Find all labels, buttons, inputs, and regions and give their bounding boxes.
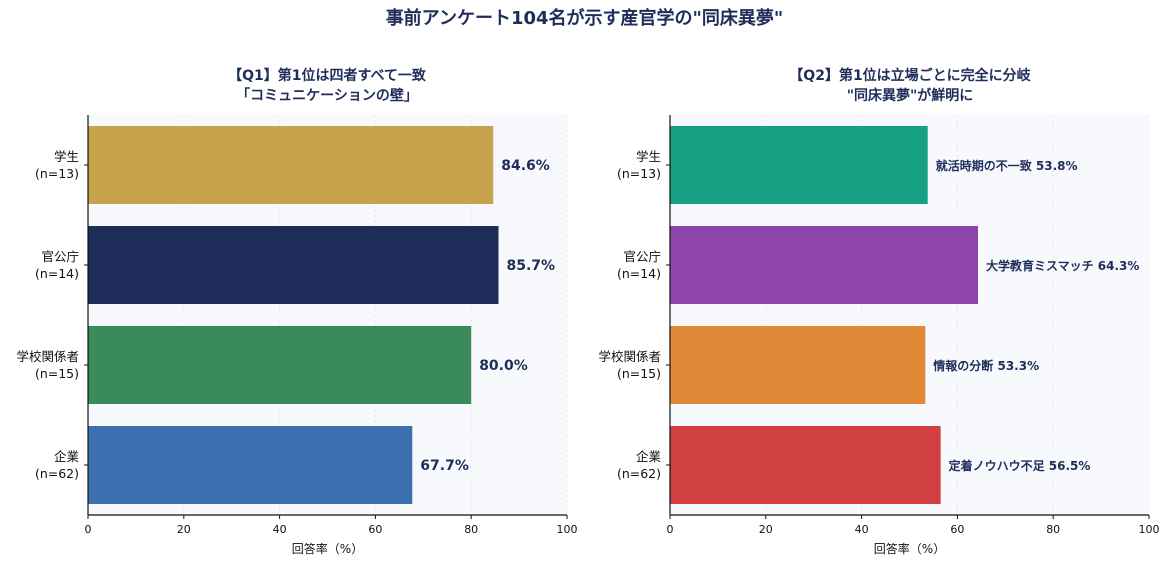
q2-xlabel: 回答率（%） bbox=[874, 541, 945, 556]
q2-category-label-4: 企業 bbox=[636, 449, 662, 464]
q1-xtick-label: 80 bbox=[464, 523, 478, 536]
q2-value-label-1: 就活時期の不一致 53.8% bbox=[936, 158, 1078, 173]
q1-value-label-1: 84.6% bbox=[501, 158, 550, 174]
q2-title-line-2: "同床異夢"が鮮明に bbox=[847, 87, 974, 104]
q1-sample-size-1: (n=13) bbox=[35, 166, 79, 181]
q2-category-label-2: 官公庁 bbox=[623, 249, 661, 264]
q1-sample-size-4: (n=62) bbox=[35, 466, 79, 481]
q2-value-label-2: 大学教育ミスマッチ 64.3% bbox=[986, 258, 1139, 273]
q2-bar-2 bbox=[670, 226, 978, 304]
q2-bar-4 bbox=[670, 426, 941, 504]
q2-value-label-3: 情報の分断 53.3% bbox=[933, 358, 1039, 373]
q1-bar-4 bbox=[88, 426, 413, 504]
q1-sample-size-2: (n=14) bbox=[35, 266, 79, 281]
q1-xtick-label: 60 bbox=[368, 523, 382, 536]
q2-xtick-label: 40 bbox=[855, 523, 869, 536]
q2-xtick-label: 60 bbox=[950, 523, 964, 536]
q1-category-label-2: 官公庁 bbox=[41, 249, 79, 264]
q2-xtick-label: 0 bbox=[667, 523, 674, 536]
q2-category-label-1: 学生 bbox=[636, 149, 661, 164]
q1-value-label-3: 80.0% bbox=[479, 358, 528, 374]
q2-sample-size-4: (n=62) bbox=[617, 466, 661, 481]
q1-xtick-label: 0 bbox=[85, 523, 92, 536]
q1-bar-2 bbox=[88, 226, 499, 304]
q1-xtick-label: 40 bbox=[273, 523, 287, 536]
q1-bar-1 bbox=[88, 126, 494, 204]
q2-value-label-4: 定着ノウハウ不足 56.5% bbox=[949, 458, 1091, 473]
q1-value-label-2: 85.7% bbox=[507, 258, 556, 274]
q2-xtick-label: 100 bbox=[1139, 523, 1160, 536]
q2-bar-3 bbox=[670, 326, 926, 404]
q2-xtick-label: 80 bbox=[1046, 523, 1060, 536]
q1-category-label-4: 企業 bbox=[54, 449, 80, 464]
q1-category-label-1: 学生 bbox=[54, 149, 79, 164]
q1-xlabel: 回答率（%） bbox=[292, 541, 363, 556]
q1-title-line-2: 「コミュニケーションの壁」 bbox=[236, 87, 418, 104]
q1-category-label-3: 学校関係者 bbox=[16, 349, 79, 364]
q1-xtick-label: 20 bbox=[177, 523, 191, 536]
q2-category-label-3: 学校関係者 bbox=[598, 349, 661, 364]
q1-sample-size-3: (n=15) bbox=[35, 366, 79, 381]
q1-bar-3 bbox=[88, 326, 472, 404]
q1-title-line-1: 【Q1】第1位は四者すべて一致 bbox=[228, 67, 427, 84]
q2-xtick-label: 20 bbox=[759, 523, 773, 536]
q2-title-line-1: 【Q2】第1位は立場ごとに完全に分岐 bbox=[789, 67, 1031, 84]
q2-sample-size-2: (n=14) bbox=[617, 266, 661, 281]
q2-sample-size-1: (n=13) bbox=[617, 166, 661, 181]
q2-bar-1 bbox=[670, 126, 928, 204]
figure-title: 事前アンケート104名が示す産官学の"同床異夢" bbox=[386, 7, 784, 29]
chart-q1: 【Q1】第1位は四者すべて一致「コミュニケーションの壁」 84.6% 学生 (n=13… bbox=[16, 67, 577, 556]
q2-sample-size-3: (n=15) bbox=[617, 366, 661, 381]
q1-xtick-label: 100 bbox=[557, 523, 578, 536]
q1-value-label-4: 67.7% bbox=[420, 458, 469, 474]
